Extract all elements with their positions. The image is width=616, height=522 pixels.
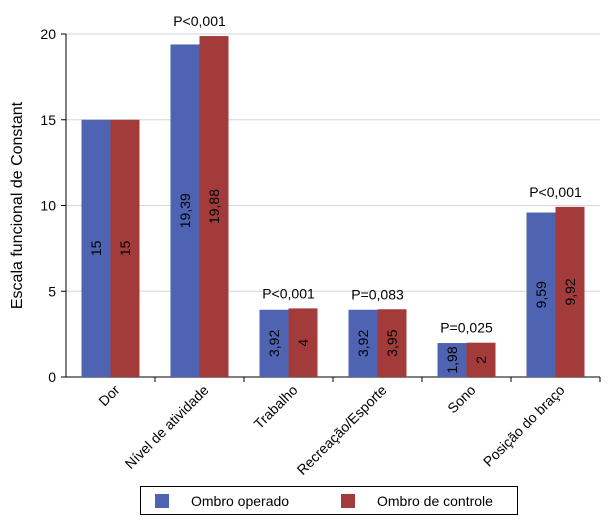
bar-operado [81,119,111,377]
legend-item-operado: Ombro operado [155,493,289,509]
p-value-annotation: P=0,083 [351,286,404,302]
x-category-label: Dor [95,382,123,410]
legend: Ombro operado Ombro de controle [140,486,518,515]
y-tick-label: 0 [48,369,56,385]
y-tick-label: 15 [40,112,56,128]
x-category-label: Recreação/Esporte [294,382,390,478]
bar-value-label: 15 [117,240,133,256]
x-category-label: Nível de atividade [122,382,212,472]
bar-controle [199,36,229,378]
bar-value-label: 15 [88,240,104,256]
bar-operado [170,44,200,378]
bar-operado [437,343,467,377]
x-category-label: Trabalho [251,382,301,432]
p-value-annotation: P<0,001 [529,184,582,200]
bar-operado [526,212,556,377]
bar-operado [348,309,378,377]
bar-controle [377,309,407,377]
bar-value-label: 19,88 [206,189,222,224]
p-value-annotation: P<0,001 [262,285,315,301]
y-tick-label: 5 [48,283,56,299]
legend-label-operado: Ombro operado [191,493,290,509]
legend-swatch-controle [341,494,355,508]
bar-value-label: 19,39 [177,193,193,228]
legend-label-controle: Ombro de controle [377,493,493,509]
bar-operado [259,309,289,377]
bar-value-label: 1,98 [444,346,460,373]
bar-value-label: 3,92 [355,330,371,357]
y-tick-label: 10 [40,198,56,214]
bar-controle [466,342,496,377]
bar-value-label: 9,59 [533,281,549,308]
bar-controle [110,119,140,377]
x-category-label: Posição do braço [480,382,568,470]
x-category-label: Sono [444,382,479,417]
bar-value-label: 2 [473,356,489,364]
bar-controle [555,206,585,377]
p-value-annotation: P<0,001 [173,13,226,29]
bar-controle [288,308,318,377]
p-value-annotation: P=0,025 [440,320,493,336]
bar-value-label: 3,95 [384,329,400,356]
bar-value-label: 3,92 [266,330,282,357]
bar-value-label: 4 [295,339,311,347]
legend-swatch-operado [155,494,169,508]
legend-item-controle: Ombro de controle [341,493,493,509]
y-axis-title: Escala funcional de Constant [9,101,26,309]
y-tick-label: 20 [40,26,56,42]
bar-value-label: 9,92 [562,278,578,305]
